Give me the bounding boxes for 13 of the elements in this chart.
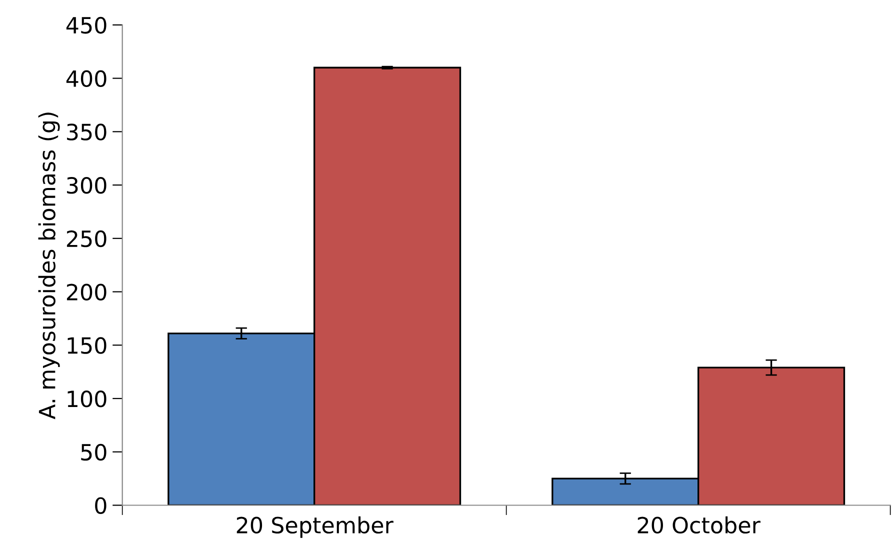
x-tick-label: 20 October bbox=[638, 516, 760, 534]
y-tick-label: 350 bbox=[67, 124, 106, 140]
y-tick-label: 150 bbox=[68, 337, 106, 354]
y-tick-label: 250 bbox=[66, 230, 106, 248]
y-tick-label: 450 bbox=[66, 16, 106, 34]
y-tick-label: 50 bbox=[81, 444, 106, 461]
x-tick-label: 20 September bbox=[236, 516, 394, 538]
y-axis-title: A. myosuroides biomass (g) bbox=[38, 112, 60, 420]
y-tick-label: 400 bbox=[66, 70, 106, 88]
y-tick-label: 100 bbox=[68, 390, 106, 408]
y-tick-label: 300 bbox=[67, 176, 106, 194]
y-tick-label: 200 bbox=[66, 284, 106, 301]
y-tick-label: 0 bbox=[95, 497, 106, 514]
